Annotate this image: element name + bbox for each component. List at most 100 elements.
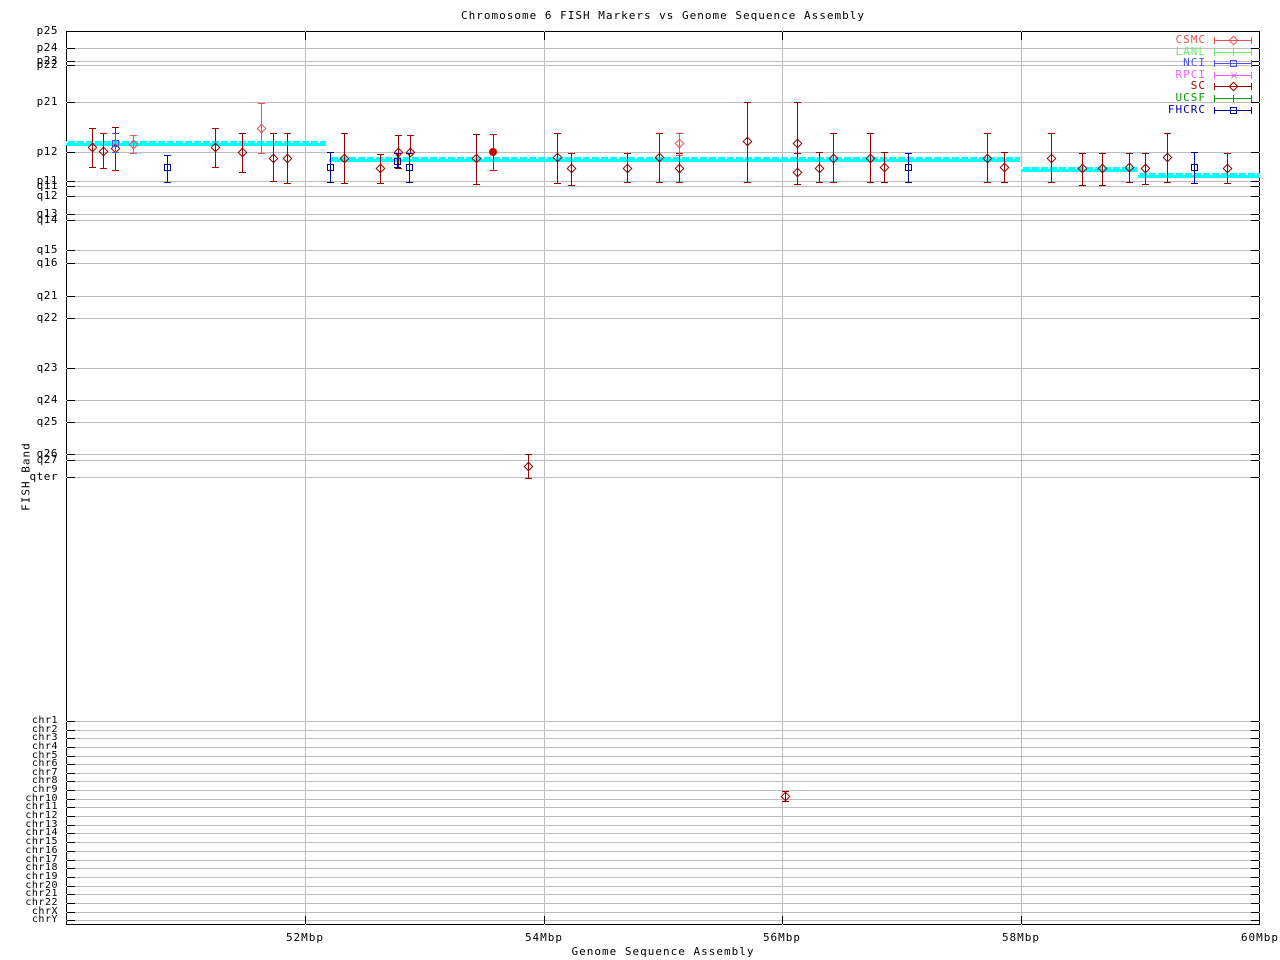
- grid-line-horizontal: [66, 790, 1260, 791]
- axis-tick-bottom: [782, 916, 783, 924]
- grid-line-horizontal: [66, 807, 1260, 808]
- error-bar-cap: [164, 155, 171, 156]
- axis-tick-right: [1251, 773, 1259, 774]
- axis-tick-left: [67, 833, 75, 834]
- error-bar-cap: [89, 167, 96, 168]
- error-bar-cap: [881, 152, 888, 153]
- grid-line-horizontal: [66, 196, 1260, 197]
- error-bar-cap: [112, 133, 119, 134]
- error-bar-cap: [676, 133, 683, 134]
- grid-line-horizontal: [66, 220, 1260, 221]
- error-bar-cap: [394, 167, 401, 168]
- axis-tick-right: [1251, 781, 1259, 782]
- axis-tick-left: [67, 422, 75, 423]
- error-bar-cap: [816, 152, 823, 153]
- axis-tick-right: [1251, 851, 1259, 852]
- legend-sample-cap: [1214, 107, 1215, 114]
- error-bar-cap: [341, 133, 348, 134]
- legend-label: CSMC: [1175, 33, 1206, 46]
- error-bar: [1145, 153, 1146, 184]
- axis-tick-left: [67, 65, 75, 66]
- grid-line-vertical: [1021, 31, 1022, 925]
- error-bar-cap: [258, 153, 265, 154]
- y-tick-label: chr16: [25, 845, 58, 856]
- error-bar: [115, 133, 116, 152]
- axis-tick-left: [67, 48, 75, 49]
- grid-line-horizontal: [66, 912, 1260, 913]
- y-tick-label: chr17: [25, 854, 58, 865]
- data-point-square: [327, 164, 334, 171]
- error-bar-cap: [112, 152, 119, 153]
- axis-tick-bottom: [305, 916, 306, 924]
- error-bar-cap: [341, 183, 348, 184]
- grid-line-horizontal: [66, 799, 1260, 800]
- axis-tick-right: [1251, 263, 1259, 264]
- error-bar-cap: [270, 133, 277, 134]
- axis-tick-right: [1251, 886, 1259, 887]
- axis-tick-right: [1251, 318, 1259, 319]
- y-tick-label: chr19: [25, 871, 58, 882]
- axis-tick-left: [67, 263, 75, 264]
- error-bar-cap: [984, 182, 991, 183]
- error-bar: [215, 128, 216, 167]
- axis-tick-right: [1251, 296, 1259, 297]
- error-bar-cap: [1142, 184, 1149, 185]
- error-bar-cap: [867, 182, 874, 183]
- y-tick-label: p24: [36, 41, 58, 54]
- error-bar-cap: [377, 183, 384, 184]
- error-bar: [785, 791, 786, 801]
- data-point-square: [1230, 60, 1237, 67]
- error-bar-cap: [490, 170, 497, 171]
- error-bar-cap: [1164, 133, 1171, 134]
- error-bar: [167, 155, 168, 182]
- axis-tick-right: [1251, 868, 1259, 869]
- axis-tick-top: [1021, 32, 1022, 40]
- error-bar-cap: [525, 478, 532, 479]
- error-bar-cap: [1126, 182, 1133, 183]
- axis-tick-left: [67, 825, 75, 826]
- axis-tick-left: [67, 152, 75, 153]
- error-bar: [833, 133, 834, 182]
- axis-tick-left: [67, 460, 75, 461]
- grid-line-horizontal: [66, 920, 1260, 921]
- axis-tick-top: [1259, 32, 1260, 40]
- grid-line-horizontal: [66, 454, 1260, 455]
- axis-tick-left: [67, 61, 75, 62]
- axis-tick-right: [1251, 825, 1259, 826]
- legend-sample-cap: [1214, 95, 1215, 102]
- grid-line-horizontal: [66, 773, 1260, 774]
- error-bar-cap: [394, 153, 401, 154]
- grid-line-horizontal: [66, 851, 1260, 852]
- error-bar-cap: [1224, 153, 1231, 154]
- axis-tick-right: [1251, 31, 1259, 32]
- axis-tick-left: [67, 220, 75, 221]
- axis-tick-left: [67, 860, 75, 861]
- axis-tick-right: [1251, 764, 1259, 765]
- error-bar-cap: [525, 454, 532, 455]
- error-bar-cap: [164, 182, 171, 183]
- error-bar-cap: [473, 184, 480, 185]
- axis-tick-right: [1251, 400, 1259, 401]
- error-bar-cap: [744, 182, 751, 183]
- axis-tick-left: [67, 799, 75, 800]
- y-tick-label: chr13: [25, 819, 58, 830]
- error-bar-cap: [1191, 183, 1198, 184]
- axis-tick-left: [67, 886, 75, 887]
- grid-line-horizontal: [66, 730, 1260, 731]
- error-bar-cap: [1099, 185, 1106, 186]
- error-bar-cap: [624, 153, 631, 154]
- grid-line-horizontal: [66, 48, 1260, 49]
- error-bar-cap: [239, 172, 246, 173]
- error-bar: [1004, 152, 1005, 182]
- error-bar-cap: [624, 182, 631, 183]
- error-bar-cap: [1191, 152, 1198, 153]
- legend-label: SC: [1190, 79, 1206, 92]
- y-tick-label: q12: [36, 189, 58, 202]
- axis-tick-left: [67, 721, 75, 722]
- error-bar: [1102, 153, 1103, 185]
- axis-tick-right: [1251, 860, 1259, 861]
- data-point-square: [406, 164, 413, 171]
- error-bar-cap: [212, 128, 219, 129]
- y-tick-label: p25: [36, 24, 58, 37]
